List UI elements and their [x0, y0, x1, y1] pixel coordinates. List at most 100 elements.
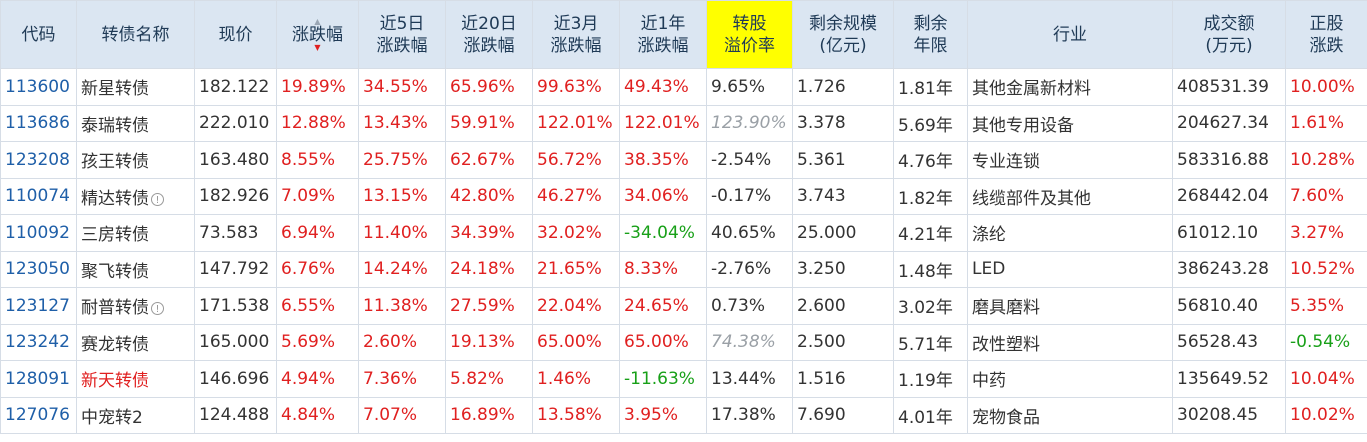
name-cell[interactable]: 新星转债: [76, 68, 195, 106]
col-industry-header[interactable]: 行业: [967, 0, 1173, 69]
table-row[interactable]: 123050 聚飞转债 147.792 6.76% 14.24% 24.18% 21.65%…: [0, 250, 1367, 288]
term-cell: 1.19年: [893, 360, 968, 398]
premium-cell: 9.65%: [706, 68, 793, 106]
change-3m-cell: 46.27%: [532, 177, 620, 215]
premium-cell: -0.17%: [706, 177, 793, 215]
name-cell[interactable]: 新天转债: [76, 360, 195, 398]
table-row[interactable]: 113600 新星转债 182.122 19.89% 34.55% 65.96% 99.63…: [0, 68, 1367, 106]
stock-change-cell: 10.00%: [1285, 68, 1367, 106]
col-change-header[interactable]: ▲ 涨跌幅 ▼: [276, 0, 359, 69]
scale-cell: 3.250: [792, 250, 894, 288]
change-cell: 4.94%: [276, 360, 359, 398]
code-cell[interactable]: 110074: [0, 177, 77, 215]
code-cell[interactable]: 123242: [0, 323, 77, 361]
table-row[interactable]: 123127 耐普转债! 171.538 6.55% 11.38% 27.59% 22.04…: [0, 287, 1367, 325]
stock-change-cell: 10.04%: [1285, 360, 1367, 398]
change-1y-cell: 38.35%: [619, 141, 707, 179]
scale-cell: 5.361: [792, 141, 894, 179]
code-cell[interactable]: 123050: [0, 250, 77, 288]
scale-cell: 2.600: [792, 287, 894, 325]
premium-cell: 17.38%: [706, 396, 793, 434]
industry-cell: 线缆部件及其他: [967, 177, 1173, 215]
scale-cell: 7.690: [792, 396, 894, 434]
scale-cell: 25.000: [792, 214, 894, 252]
premium-cell: -2.76%: [706, 250, 793, 288]
volume-cell: 408531.39: [1172, 68, 1286, 106]
col-stock-change-header[interactable]: 正股 涨跌: [1285, 0, 1367, 69]
info-circle-icon[interactable]: !: [151, 302, 164, 316]
industry-cell: LED: [967, 250, 1173, 288]
name-cell[interactable]: 三房转债: [76, 214, 195, 252]
change-3m-cell: 22.04%: [532, 287, 620, 325]
change-5d-cell: 7.36%: [358, 360, 446, 398]
sort-up-icon: ▲: [314, 16, 321, 26]
col-20d-header[interactable]: 近20日 涨跌幅: [445, 0, 533, 69]
change-5d-cell: 25.75%: [358, 141, 446, 179]
scale-cell: 2.500: [792, 323, 894, 361]
industry-cell: 涤纶: [967, 214, 1173, 252]
table-row[interactable]: 110092 三房转债 73.583 6.94% 11.40% 34.39% 32.02% -…: [0, 214, 1367, 252]
table-row[interactable]: 127076 中宠转2 124.488 4.84% 7.07% 16.89% 13.58% 3…: [0, 396, 1367, 434]
price-cell: 124.488: [194, 396, 277, 434]
change-20d-cell: 42.80%: [445, 177, 533, 215]
change-5d-cell: 2.60%: [358, 323, 446, 361]
table-row[interactable]: 123242 赛龙转债 165.000 5.69% 2.60% 19.13% 65.00% 6…: [0, 323, 1367, 361]
code-cell[interactable]: 128091: [0, 360, 77, 398]
premium-cell: 74.38%: [706, 323, 793, 361]
table-row[interactable]: 110074 精达转债! 182.926 7.09% 13.15% 42.80% 46.27…: [0, 177, 1367, 215]
name-cell[interactable]: 耐普转债!: [76, 287, 195, 325]
code-cell[interactable]: 110092: [0, 214, 77, 252]
change-cell: 8.55%: [276, 141, 359, 179]
industry-cell: 磨具磨料: [967, 287, 1173, 325]
col-3m-header[interactable]: 近3月 涨跌幅: [532, 0, 620, 69]
stock-change-cell: 1.61%: [1285, 104, 1367, 142]
code-cell[interactable]: 123208: [0, 141, 77, 179]
change-1y-cell: 49.43%: [619, 68, 707, 106]
price-cell: 163.480: [194, 141, 277, 179]
change-cell: 19.89%: [276, 68, 359, 106]
col-volume-header[interactable]: 成交额 (万元): [1172, 0, 1286, 69]
table-row[interactable]: 113686 泰瑞转债 222.010 12.88% 13.43% 59.91% 122.0…: [0, 104, 1367, 142]
col-scale-header[interactable]: 剩余规模 (亿元): [792, 0, 894, 69]
scale-cell: 3.378: [792, 104, 894, 142]
name-cell[interactable]: 孩王转债: [76, 141, 195, 179]
sort-down-icon: ▼: [314, 42, 321, 52]
name-cell[interactable]: 泰瑞转债: [76, 104, 195, 142]
price-cell: 146.696: [194, 360, 277, 398]
code-cell[interactable]: 127076: [0, 396, 77, 434]
stock-change-cell: 7.60%: [1285, 177, 1367, 215]
table-row[interactable]: 123208 孩王转债 163.480 8.55% 25.75% 62.67% 56.72%…: [0, 141, 1367, 179]
change-cell: 12.88%: [276, 104, 359, 142]
change-20d-cell: 65.96%: [445, 68, 533, 106]
change-5d-cell: 7.07%: [358, 396, 446, 434]
price-cell: 182.122: [194, 68, 277, 106]
name-cell[interactable]: 聚飞转债: [76, 250, 195, 288]
info-circle-icon[interactable]: !: [151, 192, 164, 206]
name-cell[interactable]: 赛龙转债: [76, 323, 195, 361]
change-3m-cell: 32.02%: [532, 214, 620, 252]
change-3m-cell: 21.65%: [532, 250, 620, 288]
code-cell[interactable]: 123127: [0, 287, 77, 325]
scale-cell: 1.516: [792, 360, 894, 398]
col-term-header[interactable]: 剩余 年限: [893, 0, 968, 69]
name-cell[interactable]: 精达转债!: [76, 177, 195, 215]
table-header-row: 代码 转债名称 现价 ▲ 涨跌幅 ▼ 近5日 涨跌幅 近20日 涨跌幅 近3月 涨跌幅…: [0, 0, 1367, 69]
col-name-header[interactable]: 转债名称: [76, 0, 195, 69]
col-code-header[interactable]: 代码: [0, 0, 77, 69]
table-row[interactable]: 128091 新天转债 146.696 4.94% 7.36% 5.82% 1.46% -11…: [0, 360, 1367, 398]
premium-cell: 40.65%: [706, 214, 793, 252]
name-cell[interactable]: 中宠转2: [76, 396, 195, 434]
code-cell[interactable]: 113600: [0, 68, 77, 106]
col-1y-header[interactable]: 近1年 涨跌幅: [619, 0, 707, 69]
change-1y-cell: 122.01%: [619, 104, 707, 142]
col-premium-header[interactable]: 转股 溢价率: [706, 0, 793, 69]
change-3m-cell: 65.00%: [532, 323, 620, 361]
col-5d-header[interactable]: 近5日 涨跌幅: [358, 0, 446, 69]
change-5d-cell: 34.55%: [358, 68, 446, 106]
term-cell: 4.01年: [893, 396, 968, 434]
change-20d-cell: 27.59%: [445, 287, 533, 325]
col-price-header[interactable]: 现价: [194, 0, 277, 69]
code-cell[interactable]: 113686: [0, 104, 77, 142]
change-20d-cell: 5.82%: [445, 360, 533, 398]
